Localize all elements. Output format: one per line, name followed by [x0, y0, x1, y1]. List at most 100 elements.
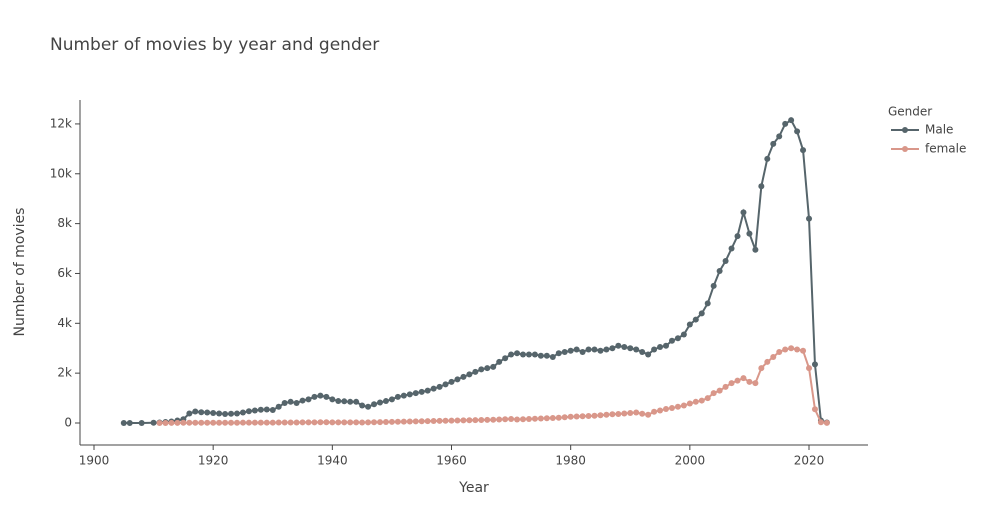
data-point: [657, 407, 664, 414]
data-point: [317, 419, 324, 426]
data-point: [770, 353, 777, 360]
data-point: [651, 408, 658, 415]
legend-marker: [902, 127, 908, 133]
data-point: [674, 403, 681, 410]
data-point: [633, 409, 640, 416]
data-point: [603, 411, 610, 418]
data-point: [388, 396, 395, 403]
data-point: [442, 417, 449, 424]
data-point: [424, 418, 431, 425]
data-point: [478, 417, 485, 424]
chart-title: Number of movies by year and gender: [50, 35, 379, 55]
data-point: [561, 414, 568, 421]
x-tick-label: 1900: [79, 454, 110, 468]
data-point: [496, 358, 503, 365]
data-point: [537, 352, 544, 359]
data-point: [615, 342, 622, 349]
data-point: [788, 117, 795, 124]
data-point: [639, 348, 646, 355]
data-point: [811, 361, 818, 368]
data-point: [782, 120, 789, 127]
data-point: [299, 419, 306, 426]
data-point: [228, 419, 235, 426]
y-tick-label: 12k: [50, 116, 72, 130]
data-point: [412, 418, 419, 425]
data-point: [579, 348, 586, 355]
data-point: [633, 346, 640, 353]
data-point: [174, 419, 181, 426]
data-point: [287, 419, 294, 426]
data-point: [537, 415, 544, 422]
data-point: [692, 316, 699, 323]
data-point: [341, 419, 348, 426]
data-point: [377, 419, 384, 426]
data-point: [269, 419, 276, 426]
data-point: [281, 400, 288, 407]
data-point: [567, 347, 574, 354]
x-tick-label: 1980: [555, 454, 586, 468]
data-point: [353, 419, 360, 426]
data-point: [472, 417, 479, 424]
data-point: [680, 331, 687, 338]
data-point: [776, 133, 783, 140]
data-point: [406, 418, 413, 425]
data-point: [305, 419, 312, 426]
data-point: [222, 411, 229, 418]
data-point: [686, 400, 693, 407]
data-point: [377, 399, 384, 406]
data-point: [502, 355, 509, 362]
data-point: [335, 419, 342, 426]
data-point: [549, 353, 556, 360]
y-tick-label: 10k: [50, 166, 72, 180]
data-point: [710, 282, 717, 289]
data-point: [359, 402, 366, 409]
data-point: [716, 267, 723, 274]
data-point: [400, 392, 407, 399]
data-point: [430, 385, 437, 392]
data-point: [734, 233, 741, 240]
data-point: [627, 345, 634, 352]
data-point: [228, 410, 235, 417]
data-point: [382, 418, 389, 425]
data-point: [543, 352, 550, 359]
data-point: [603, 346, 610, 353]
data-point: [287, 398, 294, 405]
data-point: [728, 380, 735, 387]
y-axis-title: Number of movies: [12, 208, 28, 337]
data-point: [764, 358, 771, 365]
data-point: [478, 366, 485, 373]
data-point: [192, 408, 199, 415]
legend-label: female: [925, 142, 966, 156]
data-point: [239, 409, 246, 416]
x-tick-label: 1920: [198, 454, 229, 468]
data-point: [424, 387, 431, 394]
data-point: [764, 155, 771, 162]
data-point: [460, 373, 467, 380]
data-point: [746, 230, 753, 237]
data-point: [365, 419, 372, 426]
data-point: [657, 343, 664, 350]
data-point: [371, 401, 378, 408]
data-point: [275, 419, 282, 426]
x-tick-label: 2020: [794, 454, 825, 468]
data-point: [698, 310, 705, 317]
data-point: [782, 346, 789, 353]
data-point: [692, 398, 699, 405]
data-point: [466, 371, 473, 378]
data-point: [728, 245, 735, 252]
data-point: [150, 419, 157, 426]
data-point: [704, 395, 711, 402]
data-point: [609, 411, 616, 418]
data-point: [531, 351, 538, 358]
data-point: [758, 365, 765, 372]
data-point: [120, 419, 127, 426]
legend-marker: [902, 146, 908, 152]
data-point: [484, 416, 491, 423]
data-point: [198, 419, 205, 426]
data-point: [645, 411, 652, 418]
data-point: [257, 406, 264, 413]
data-point: [663, 406, 670, 413]
data-point: [204, 409, 211, 416]
data-point: [490, 363, 497, 370]
data-point: [806, 365, 813, 372]
